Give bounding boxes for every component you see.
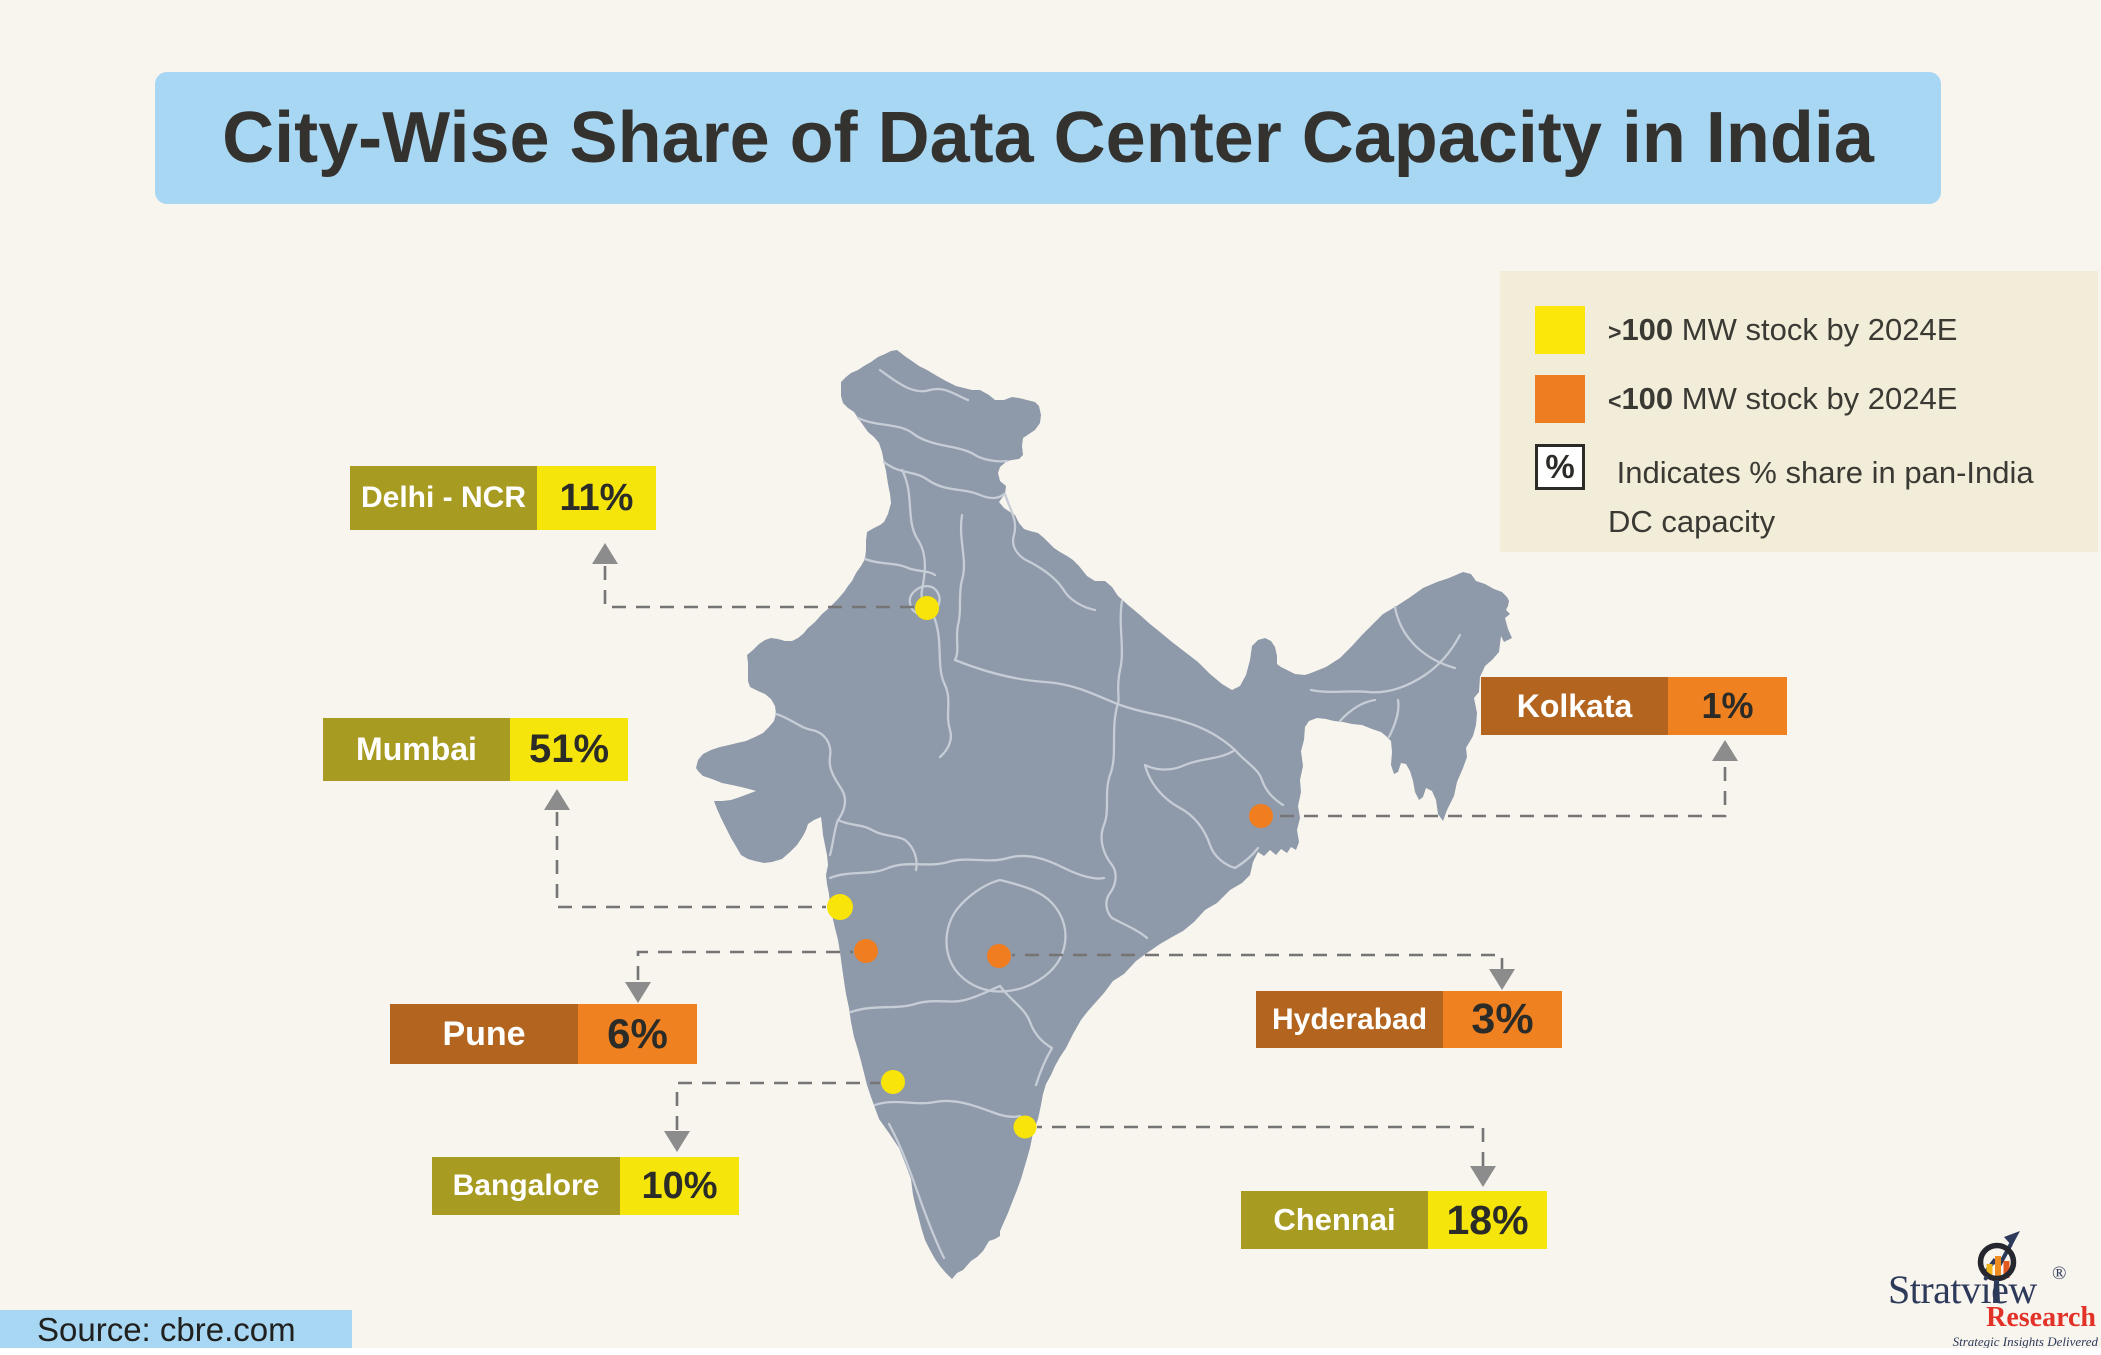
svg-text:Research: Research bbox=[1986, 1302, 2096, 1333]
svg-text:Strategic Insights Delivered: Strategic Insights Delivered bbox=[1953, 1334, 2099, 1349]
svg-text:®: ® bbox=[2052, 1263, 2066, 1284]
svg-text:Stratview: Stratview bbox=[1888, 1267, 2037, 1312]
